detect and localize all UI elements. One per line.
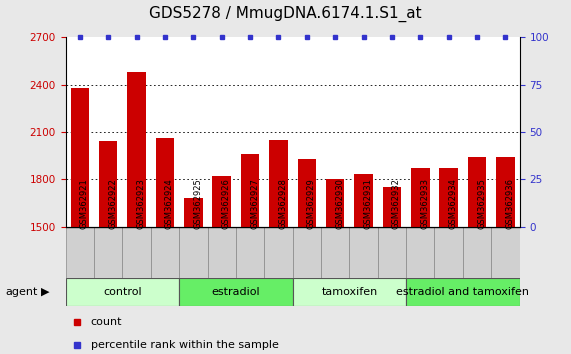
Text: GSM362927: GSM362927: [250, 178, 259, 229]
Text: GDS5278 / MmugDNA.6174.1.S1_at: GDS5278 / MmugDNA.6174.1.S1_at: [149, 5, 422, 22]
Text: GSM362929: GSM362929: [307, 178, 316, 229]
Bar: [241, 154, 259, 227]
Bar: [435, 227, 463, 278]
Bar: [406, 278, 520, 306]
Text: GSM362921: GSM362921: [80, 178, 89, 229]
Bar: [383, 187, 401, 227]
Bar: [156, 138, 174, 227]
Text: GSM362922: GSM362922: [108, 178, 117, 229]
Bar: [179, 227, 207, 278]
Text: agent: agent: [6, 287, 38, 297]
Bar: [212, 176, 231, 227]
Text: estradiol: estradiol: [212, 287, 260, 297]
Text: control: control: [103, 287, 142, 297]
Text: GSM362930: GSM362930: [335, 178, 344, 229]
Text: GSM362923: GSM362923: [136, 178, 146, 229]
Text: estradiol and tamoxifen: estradiol and tamoxifen: [396, 287, 529, 297]
Bar: [321, 227, 349, 278]
Text: GSM362928: GSM362928: [279, 178, 287, 229]
Bar: [270, 140, 288, 227]
Bar: [66, 278, 179, 306]
Bar: [99, 141, 118, 227]
Text: count: count: [91, 317, 122, 327]
Bar: [264, 227, 292, 278]
Bar: [71, 88, 89, 227]
Text: ▶: ▶: [41, 287, 50, 297]
Bar: [440, 168, 458, 227]
Bar: [468, 157, 486, 227]
Text: GSM362934: GSM362934: [449, 178, 458, 229]
Bar: [236, 227, 264, 278]
Text: GSM362936: GSM362936: [505, 178, 514, 229]
Text: percentile rank within the sample: percentile rank within the sample: [91, 340, 279, 350]
Text: GSM362925: GSM362925: [194, 178, 202, 229]
Bar: [378, 227, 406, 278]
Bar: [411, 168, 429, 227]
Bar: [292, 278, 406, 306]
Text: GSM362932: GSM362932: [392, 178, 401, 229]
Bar: [297, 159, 316, 227]
Bar: [406, 227, 435, 278]
Bar: [127, 72, 146, 227]
Bar: [349, 227, 378, 278]
Bar: [184, 198, 203, 227]
Bar: [151, 227, 179, 278]
Bar: [293, 227, 321, 278]
Bar: [94, 227, 122, 278]
Bar: [355, 175, 373, 227]
Text: tamoxifen: tamoxifen: [321, 287, 377, 297]
Bar: [496, 157, 514, 227]
Bar: [326, 179, 344, 227]
Bar: [491, 227, 520, 278]
Text: GSM362935: GSM362935: [477, 178, 486, 229]
Bar: [122, 227, 151, 278]
Text: GSM362926: GSM362926: [222, 178, 231, 229]
Text: GSM362933: GSM362933: [420, 178, 429, 229]
Bar: [179, 278, 292, 306]
Text: GSM362924: GSM362924: [165, 178, 174, 229]
Text: GSM362931: GSM362931: [364, 178, 372, 229]
Bar: [66, 227, 94, 278]
Bar: [463, 227, 491, 278]
Bar: [207, 227, 236, 278]
